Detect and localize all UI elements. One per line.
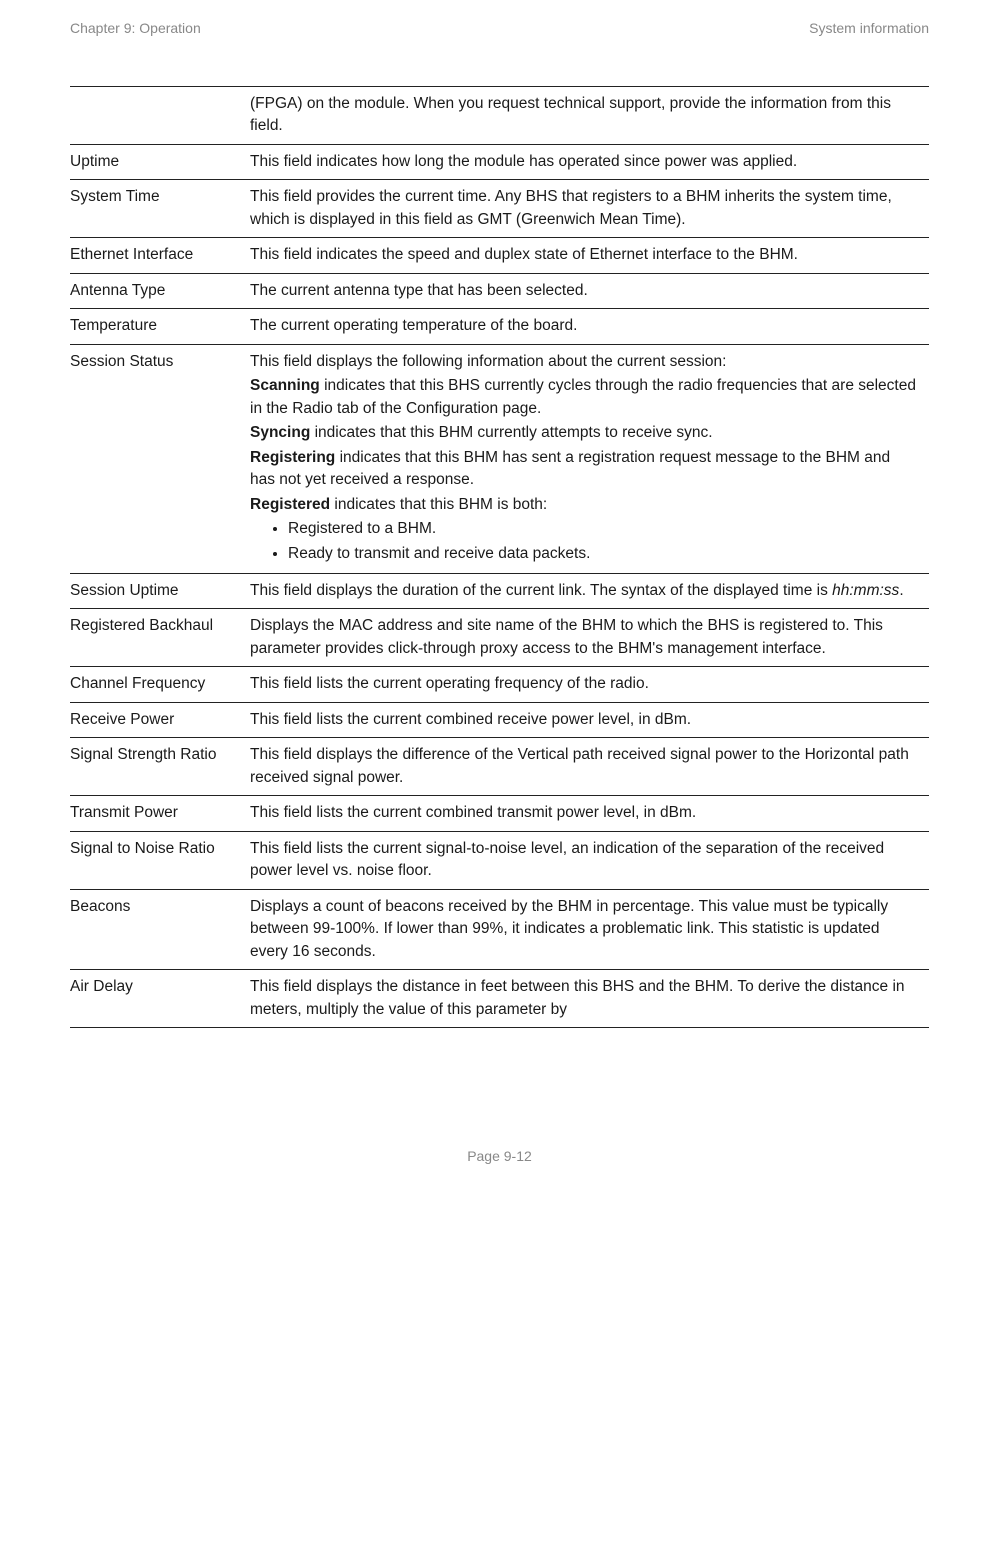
term-cell: Ethernet Interface xyxy=(70,238,250,273)
table-row: Air DelayThis field displays the distanc… xyxy=(70,970,929,1028)
description-cell: This field displays the difference of th… xyxy=(250,738,929,796)
page-number: Page 9-12 xyxy=(467,1148,532,1164)
description-cell: The current antenna type that has been s… xyxy=(250,273,929,308)
term-cell: Beacons xyxy=(70,889,250,969)
description-cell: The current operating temperature of the… xyxy=(250,309,929,344)
term-cell: Transmit Power xyxy=(70,796,250,831)
description-cell: This field lists the current combined tr… xyxy=(250,796,929,831)
table-row: Receive PowerThis field lists the curren… xyxy=(70,702,929,737)
term-cell: Signal to Noise Ratio xyxy=(70,831,250,889)
table-row: UptimeThis field indicates how long the … xyxy=(70,144,929,179)
term-cell: Signal Strength Ratio xyxy=(70,738,250,796)
description-cell: Displays a count of beacons received by … xyxy=(250,889,929,969)
description-cell: This field lists the current combined re… xyxy=(250,702,929,737)
header-right: System information xyxy=(809,20,929,36)
table-row: System TimeThis field provides the curre… xyxy=(70,180,929,238)
description-cell: This field lists the current signal-to-n… xyxy=(250,831,929,889)
term-cell: Air Delay xyxy=(70,970,250,1028)
term-cell: Registered Backhaul xyxy=(70,609,250,667)
table-row: Signal to Noise RatioThis field lists th… xyxy=(70,831,929,889)
description-cell: Displays the MAC address and site name o… xyxy=(250,609,929,667)
description-cell: This field provides the current time. An… xyxy=(250,180,929,238)
page-footer: Page 9-12 xyxy=(0,1148,999,1194)
table-row: Antenna TypeThe current antenna type tha… xyxy=(70,273,929,308)
table-row: Signal Strength RatioThis field displays… xyxy=(70,738,929,796)
table-row: Ethernet InterfaceThis field indicates t… xyxy=(70,238,929,273)
table-row: Registered BackhaulDisplays the MAC addr… xyxy=(70,609,929,667)
content-area: (FPGA) on the module. When you request t… xyxy=(0,36,999,1028)
table-row: Transmit PowerThis field lists the curre… xyxy=(70,796,929,831)
term-cell: Uptime xyxy=(70,144,250,179)
table-row: BeaconsDisplays a count of beacons recei… xyxy=(70,889,929,969)
description-cell: This field lists the current operating f… xyxy=(250,667,929,702)
description-cell: (FPGA) on the module. When you request t… xyxy=(250,87,929,145)
term-cell: Receive Power xyxy=(70,702,250,737)
description-cell: This field indicates how long the module… xyxy=(250,144,929,179)
description-cell: This field displays the duration of the … xyxy=(250,573,929,608)
term-cell: Channel Frequency xyxy=(70,667,250,702)
term-cell: System Time xyxy=(70,180,250,238)
term-cell: Temperature xyxy=(70,309,250,344)
table-row: Session StatusThis field displays the fo… xyxy=(70,344,929,573)
description-cell: This field displays the following inform… xyxy=(250,344,929,573)
term-cell: Antenna Type xyxy=(70,273,250,308)
table-row: Channel FrequencyThis field lists the cu… xyxy=(70,667,929,702)
description-cell: This field indicates the speed and duple… xyxy=(250,238,929,273)
table-row: Session UptimeThis field displays the du… xyxy=(70,573,929,608)
term-cell xyxy=(70,87,250,145)
definitions-table: (FPGA) on the module. When you request t… xyxy=(70,86,929,1028)
table-row: (FPGA) on the module. When you request t… xyxy=(70,87,929,145)
page-header: Chapter 9: Operation System information xyxy=(0,0,999,36)
term-cell: Session Uptime xyxy=(70,573,250,608)
header-left: Chapter 9: Operation xyxy=(70,20,201,36)
term-cell: Session Status xyxy=(70,344,250,573)
table-row: TemperatureThe current operating tempera… xyxy=(70,309,929,344)
description-cell: This field displays the distance in feet… xyxy=(250,970,929,1028)
